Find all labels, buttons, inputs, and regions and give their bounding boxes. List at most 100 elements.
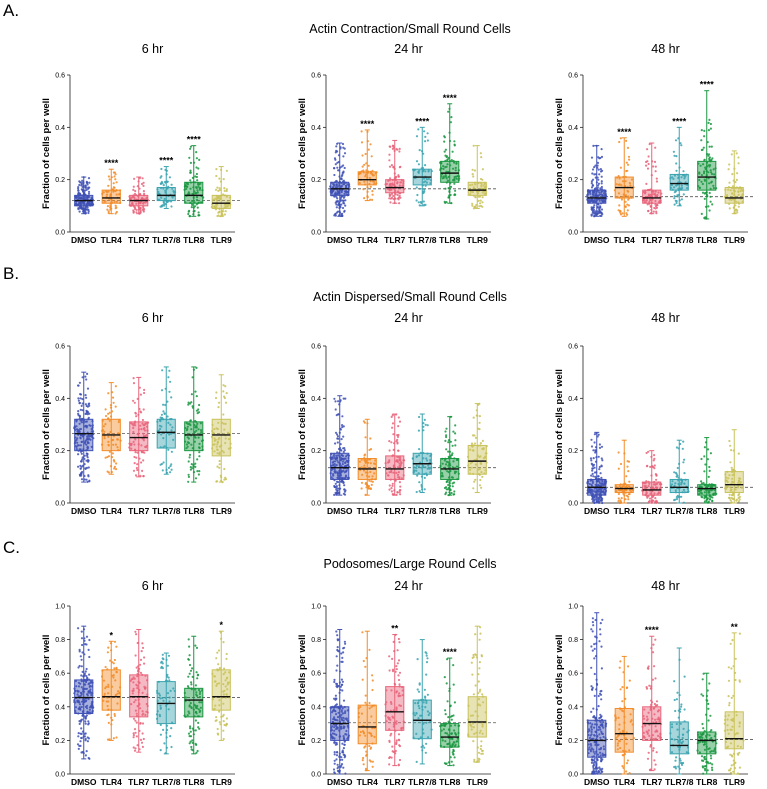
data-point: [370, 734, 373, 737]
data-point: [451, 485, 454, 488]
data-point: [119, 189, 122, 192]
data-point: [133, 448, 137, 451]
data-point: [194, 192, 197, 195]
data-point: [715, 187, 718, 190]
data-point: [336, 751, 339, 754]
data-point: [361, 631, 364, 634]
data-point: [90, 427, 93, 431]
data-point: [168, 176, 171, 179]
data-point: [339, 448, 342, 452]
data-point: [441, 475, 444, 478]
data-point: [359, 730, 362, 734]
data-point: [453, 182, 456, 185]
data-point: [338, 752, 341, 755]
data-point: [370, 705, 373, 709]
data-point: [119, 201, 122, 204]
data-point: [699, 491, 702, 494]
data-point: [669, 177, 672, 180]
data-point: [647, 195, 650, 198]
data-point: [335, 630, 338, 633]
data-point: [365, 474, 369, 477]
data-point: [109, 204, 112, 207]
data-point: [478, 205, 481, 208]
data-point: [680, 198, 684, 201]
data-point: [198, 701, 201, 704]
data-point: [165, 658, 168, 661]
data-point: [707, 491, 710, 494]
data-point: [221, 715, 224, 718]
data-point: [447, 476, 451, 479]
data-point: [473, 480, 476, 483]
data-point: [86, 372, 89, 375]
data-point: [454, 439, 457, 442]
data-point: [371, 475, 374, 478]
data-point: [81, 470, 84, 474]
data-point: [710, 145, 713, 148]
data-point: [615, 490, 618, 493]
data-point: [133, 177, 136, 180]
x-category-label: DMSO: [327, 506, 353, 516]
data-point: [712, 184, 715, 187]
data-point: [84, 212, 87, 215]
data-point: [652, 483, 656, 486]
data-point: [737, 486, 740, 489]
data-point: [476, 746, 479, 749]
data-point: [113, 667, 116, 670]
data-point: [134, 412, 137, 415]
data-point: [371, 760, 374, 763]
data-point: [113, 175, 116, 178]
data-point: [195, 157, 198, 160]
data-point: [197, 408, 200, 411]
data-point: [342, 735, 345, 738]
data-point: [705, 499, 708, 502]
data-point: [657, 481, 660, 484]
data-point: [196, 677, 199, 680]
data-point: [198, 695, 202, 699]
data-point: [417, 163, 420, 166]
data-point: [387, 461, 390, 464]
data-point: [397, 659, 401, 662]
data-point: [704, 488, 708, 492]
data-point: [191, 675, 194, 679]
data-point: [619, 483, 622, 486]
data-point: [420, 466, 423, 469]
points-group: [73, 627, 95, 760]
data-point: [79, 691, 82, 694]
data-point: [422, 425, 425, 428]
data-point: [444, 457, 447, 460]
data-point: [219, 474, 222, 477]
data-point: [222, 683, 225, 686]
data-point: [333, 485, 336, 489]
data-point: [76, 430, 79, 433]
data-point: [654, 146, 657, 149]
data-point: [87, 186, 90, 189]
data-point: [132, 399, 135, 402]
data-point: [389, 201, 392, 204]
data-point: [601, 501, 604, 505]
data-point: [711, 203, 714, 206]
data-point: [160, 462, 163, 466]
data-point: [733, 167, 736, 170]
data-point: [79, 181, 82, 184]
data-point: [185, 443, 188, 446]
data-point: [80, 637, 84, 640]
data-point: [132, 687, 135, 691]
data-point: [474, 206, 477, 209]
data-point: [338, 211, 342, 214]
data-point: [478, 195, 482, 198]
data-point: [481, 695, 484, 698]
data-point: [346, 460, 349, 464]
data-point: [472, 416, 475, 419]
data-point: [595, 477, 598, 480]
data-point: [618, 484, 621, 488]
data-point: [135, 211, 138, 214]
data-point: [390, 196, 394, 199]
data-point: [183, 188, 186, 191]
data-point: [105, 190, 108, 193]
data-point: [73, 700, 76, 704]
data-point: [197, 167, 200, 170]
data-point: [425, 721, 428, 724]
data-point: [83, 457, 86, 460]
data-point: [342, 481, 345, 484]
data-point: [624, 175, 627, 178]
